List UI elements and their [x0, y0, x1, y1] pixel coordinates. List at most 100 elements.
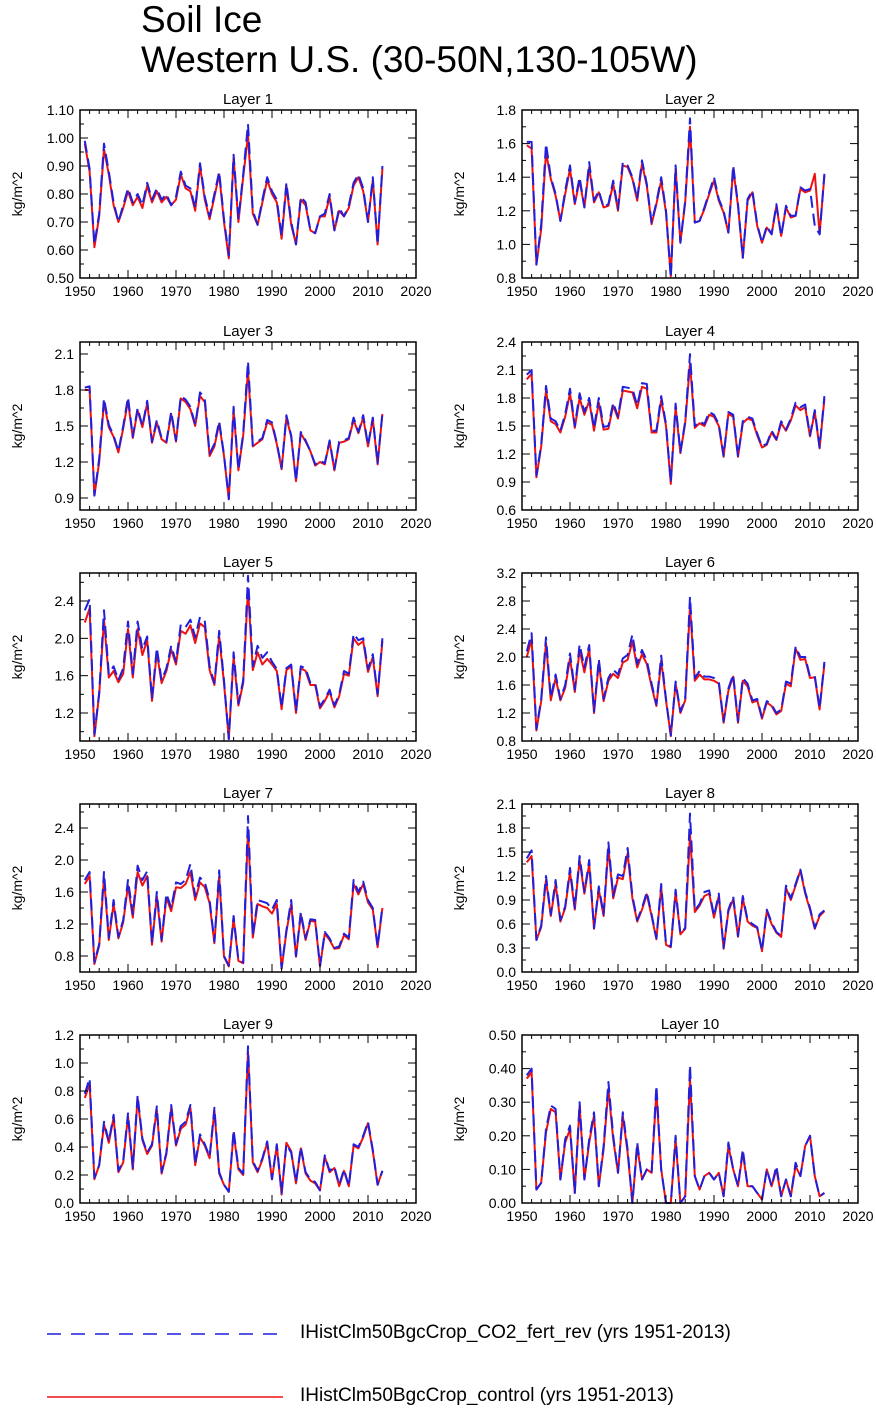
- y-tick-label: 1.2: [497, 868, 517, 884]
- plot-frame: [79, 803, 417, 973]
- chart-panel: 1950 1960 1970 1980 1990 2000 2010 2020 0.0 0.3 0.…: [451, 785, 874, 993]
- y-tick-label: 1.6: [497, 136, 517, 152]
- x-tick-label: 2000: [304, 1208, 335, 1224]
- panel-title: Layer 5: [223, 554, 273, 571]
- y-tick-label: 1.8: [55, 382, 75, 398]
- x-tick-label: 1960: [554, 746, 585, 762]
- x-tick-label: 2000: [304, 515, 335, 531]
- x-tick-label: 1980: [208, 1208, 239, 1224]
- plot-frame: [521, 1034, 859, 1204]
- y-tick-label: 3.2: [497, 565, 517, 581]
- x-tick-label: 2000: [746, 977, 777, 993]
- x-tick-label: 2020: [842, 977, 873, 993]
- x-tick-label: 1960: [554, 977, 585, 993]
- panel-title: Layer 10: [661, 1016, 719, 1033]
- x-tick-label: 1980: [650, 515, 681, 531]
- y-axis-label: kg/m^2: [9, 171, 25, 216]
- x-tick-label: 1980: [208, 283, 239, 299]
- panel-title: Layer 8: [665, 785, 715, 802]
- x-tick-label: 1970: [160, 1208, 191, 1224]
- y-tick-label: 1.0: [55, 1055, 75, 1071]
- x-tick-label: 1990: [256, 283, 287, 299]
- y-tick-label: 1.8: [497, 102, 517, 118]
- x-tick-label: 1970: [602, 746, 633, 762]
- y-tick-label: 1.5: [497, 844, 517, 860]
- y-tick-label: 1.2: [55, 705, 75, 721]
- chart-panel: 1950 1960 1970 1980 1990 2000 2010 2020 0.8 1.0 1.…: [451, 91, 874, 299]
- x-tick-label: 1990: [256, 515, 287, 531]
- x-tick-label: 2010: [352, 515, 383, 531]
- y-tick-label: 1.2: [497, 203, 517, 219]
- y-tick-label: 1.2: [55, 916, 75, 932]
- x-tick-label: 1990: [698, 977, 729, 993]
- panel-title: Layer 6: [665, 554, 715, 571]
- x-tick-label: 2010: [352, 746, 383, 762]
- series-line-co2-fert-rev: [83, 1045, 384, 1195]
- x-tick-label: 1980: [650, 283, 681, 299]
- chart-panel: 1950 1960 1970 1980 1990 2000 2010 2020 0.50 0.60…: [9, 91, 432, 299]
- y-tick-label: 0.4: [55, 1139, 75, 1155]
- y-tick-label: 2.1: [497, 362, 517, 378]
- legend-label-co2-fert-rev: IHistClm50BgcCrop_CO2_fert_rev (yrs 1951…: [300, 1322, 731, 1343]
- legend: [47, 1333, 283, 1398]
- y-tick-label: 0.8: [55, 1083, 75, 1099]
- x-tick-label: 2010: [794, 283, 825, 299]
- x-tick-label: 1960: [112, 1208, 143, 1224]
- x-tick-label: 1950: [506, 515, 537, 531]
- x-tick-label: 2020: [400, 977, 431, 993]
- panel-title: Layer 9: [223, 1016, 273, 1033]
- y-tick-label: 0.8: [55, 948, 75, 964]
- x-tick-label: 1960: [112, 746, 143, 762]
- y-axis-label: kg/m^2: [9, 634, 25, 679]
- x-tick-label: 1990: [698, 283, 729, 299]
- x-tick-label: 1980: [650, 746, 681, 762]
- y-tick-label: 2.0: [55, 852, 75, 868]
- chart-panel: 1950 1960 1970 1980 1990 2000 2010 2020 0.0 0.2 0.…: [9, 1016, 432, 1224]
- y-tick-label: 1.8: [497, 820, 517, 836]
- x-tick-label: 2000: [746, 746, 777, 762]
- x-tick-label: 1970: [160, 977, 191, 993]
- x-tick-label: 1990: [698, 746, 729, 762]
- y-tick-label: 0.8: [497, 270, 517, 286]
- series-line-co2-fert-rev: [525, 595, 826, 737]
- y-tick-label: 1.2: [497, 705, 517, 721]
- y-tick-label: 2.8: [497, 593, 517, 609]
- x-tick-label: 1990: [256, 1208, 287, 1224]
- y-tick-label: 0.0: [55, 1195, 75, 1211]
- chart-title: Soil Ice: [141, 0, 263, 40]
- x-tick-label: 2000: [304, 746, 335, 762]
- y-tick-label: 0.3: [497, 940, 517, 956]
- x-tick-label: 2020: [400, 283, 431, 299]
- x-tick-label: 1950: [506, 1208, 537, 1224]
- y-axis-label: kg/m^2: [9, 865, 25, 910]
- y-tick-label: 0.70: [47, 214, 74, 230]
- y-tick-label: 0.60: [47, 242, 74, 258]
- chart-panel: 1950 1960 1970 1980 1990 2000 2010 2020 0.9 1.2 1.…: [9, 323, 432, 531]
- series-line-co2-fert-rev: [526, 353, 826, 483]
- series-line-co2-fert-rev: [83, 123, 384, 257]
- y-tick-label: 0.20: [489, 1128, 516, 1144]
- y-tick-label: 0.50: [489, 1027, 516, 1043]
- y-tick-label: 1.2: [55, 454, 75, 470]
- x-tick-label: 2020: [842, 1208, 873, 1224]
- series-line-co2-fert-rev: [83, 574, 384, 741]
- x-tick-label: 2010: [352, 1208, 383, 1224]
- x-tick-label: 2010: [794, 977, 825, 993]
- x-tick-label: 1970: [602, 977, 633, 993]
- series-line-control: [83, 134, 384, 260]
- series-line-co2-fert-rev: [525, 812, 826, 952]
- x-tick-label: 2020: [400, 515, 431, 531]
- y-tick-label: 0.10: [489, 1161, 516, 1177]
- x-tick-label: 1980: [208, 515, 239, 531]
- x-tick-label: 2000: [304, 977, 335, 993]
- series-line-co2-fert-rev: [83, 815, 384, 969]
- x-tick-label: 2000: [746, 283, 777, 299]
- y-tick-label: 2.0: [55, 630, 75, 646]
- x-tick-label: 1960: [112, 515, 143, 531]
- y-tick-label: 0.80: [47, 186, 74, 202]
- series-line-co2-fert-rev: [525, 1064, 825, 1204]
- y-tick-label: 1.5: [55, 418, 75, 434]
- legend-label-control: IHistClm50BgcCrop_control (yrs 1951-2013…: [300, 1385, 674, 1406]
- y-tick-label: 1.6: [497, 677, 517, 693]
